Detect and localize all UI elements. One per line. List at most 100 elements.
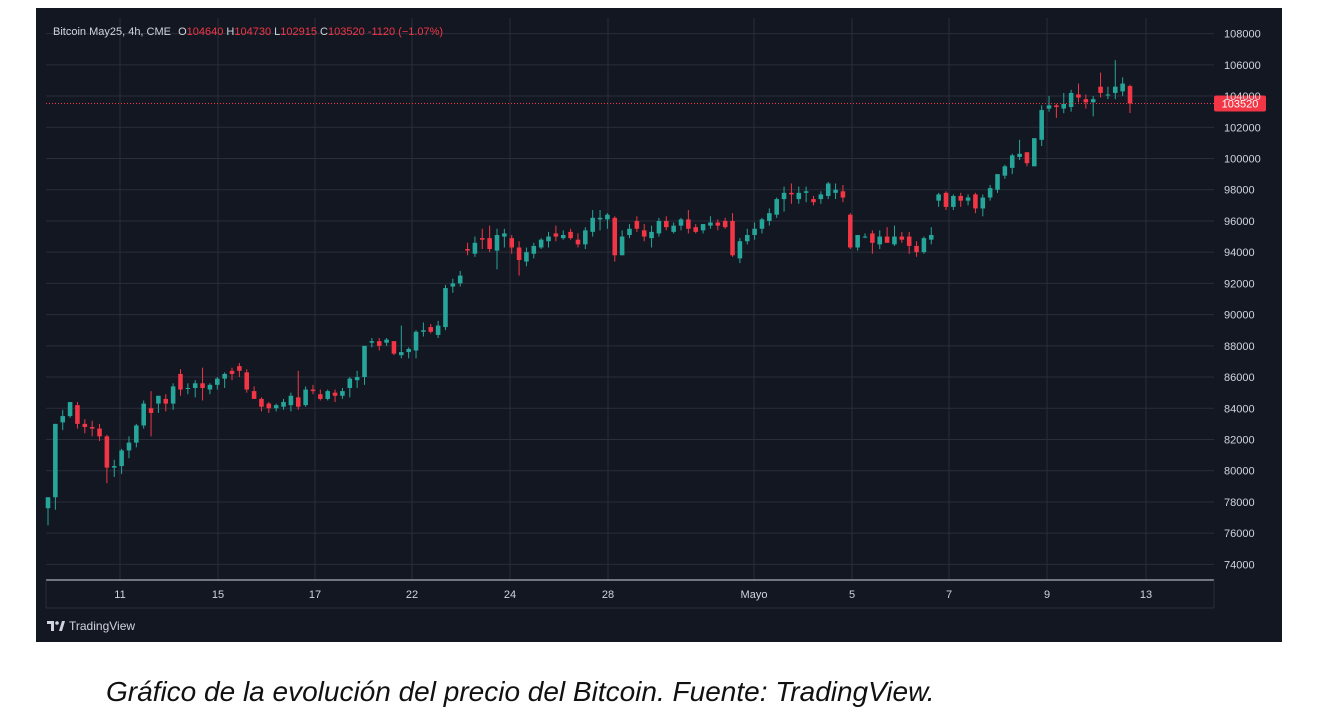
y-tick-label: 92000	[1224, 278, 1255, 290]
candle-body	[207, 384, 213, 390]
candle	[457, 270, 463, 287]
candle-body	[973, 194, 978, 209]
candle	[1009, 153, 1015, 175]
candle-body	[796, 192, 802, 200]
candle-body	[82, 423, 88, 428]
candle-body	[104, 436, 110, 468]
candle-body	[722, 220, 728, 228]
candle	[892, 225, 897, 246]
x-tick-label: 28	[602, 589, 614, 601]
candle-body	[1127, 86, 1133, 104]
candle	[494, 228, 500, 270]
candle	[53, 423, 58, 510]
chart-frame: 103520 74000 76000 78000 80000 82000 84000 860…	[36, 8, 1282, 642]
candle	[141, 400, 146, 429]
low-label: L	[274, 26, 281, 38]
candle	[958, 192, 963, 207]
candle-body	[634, 220, 640, 229]
candle	[134, 423, 139, 448]
candle-body	[273, 405, 279, 409]
candle	[531, 242, 537, 259]
candle-body	[1009, 155, 1015, 168]
candle-body	[347, 378, 353, 388]
candle	[980, 194, 986, 217]
candle	[796, 186, 802, 204]
candle	[936, 192, 941, 207]
candle	[744, 228, 750, 245]
candle	[450, 278, 456, 293]
candle-body	[288, 395, 294, 406]
candle	[862, 233, 868, 239]
y-tick-label: 104000	[1224, 91, 1261, 103]
candle	[1068, 89, 1074, 112]
candle	[1083, 94, 1089, 109]
candle	[192, 380, 198, 398]
candle-body	[134, 425, 139, 443]
candle	[730, 213, 735, 257]
candle	[170, 383, 176, 410]
candle-body	[354, 377, 360, 381]
figure-caption: Gráfico de la evolución del precio del B…	[106, 676, 935, 707]
candle	[391, 341, 397, 356]
open-label: O	[178, 26, 187, 38]
y-tick-label: 102000	[1224, 122, 1261, 134]
candle	[560, 230, 566, 240]
candle-body	[641, 230, 647, 237]
x-tick-label: 13	[1140, 589, 1152, 601]
candle	[259, 397, 264, 412]
candle-body	[465, 249, 470, 251]
candle-body	[1039, 110, 1044, 140]
candle-body	[619, 236, 625, 256]
candle-body	[870, 233, 875, 243]
candle-body	[951, 195, 956, 207]
candle-body	[781, 192, 787, 200]
candle	[627, 224, 632, 239]
candle	[612, 216, 618, 262]
candle-body	[759, 219, 765, 229]
x-tick-label: 9	[1044, 589, 1050, 601]
candle-body	[892, 236, 897, 245]
candle	[163, 394, 169, 412]
x-tick-label: 22	[406, 589, 418, 601]
candle-body	[1017, 153, 1022, 157]
candle	[119, 448, 124, 474]
candle	[722, 217, 728, 229]
y-tick-label: 98000	[1224, 185, 1255, 197]
candle-body	[1120, 83, 1125, 92]
x-tick-label: 24	[504, 589, 516, 601]
candle	[767, 208, 772, 226]
y-tick-label: 108000	[1224, 29, 1261, 41]
candle	[553, 225, 559, 242]
candle-body	[803, 191, 809, 193]
candle	[1098, 72, 1103, 98]
candle	[406, 347, 411, 359]
candle	[487, 225, 492, 253]
candle-body	[575, 239, 581, 245]
candle	[479, 228, 485, 250]
candle	[281, 398, 286, 410]
candles	[45, 60, 1133, 526]
candle	[332, 389, 338, 403]
tradingview-logo-icon	[47, 621, 65, 631]
tradingview-brand[interactable]: TradingView	[47, 619, 135, 633]
candle-body	[855, 234, 860, 248]
candle	[516, 241, 522, 276]
candle-body	[553, 233, 559, 237]
candle-body	[479, 238, 485, 240]
candle-body	[369, 341, 375, 343]
candlestick-chart: 103520 74000 76000 78000 80000 82000 84000 860…	[45, 18, 1266, 609]
y-tick-label: 78000	[1224, 497, 1255, 509]
candle-body	[141, 403, 146, 426]
candle-body	[97, 428, 102, 437]
candle	[399, 325, 404, 359]
candle	[818, 191, 824, 204]
candle	[111, 459, 117, 477]
candle-body	[965, 197, 971, 201]
candle	[318, 389, 323, 401]
candle	[200, 367, 205, 401]
candle-body	[825, 183, 831, 196]
candle-body	[332, 392, 338, 396]
candle-body	[237, 366, 242, 371]
candle-body	[840, 191, 846, 198]
candle-body	[251, 391, 257, 399]
